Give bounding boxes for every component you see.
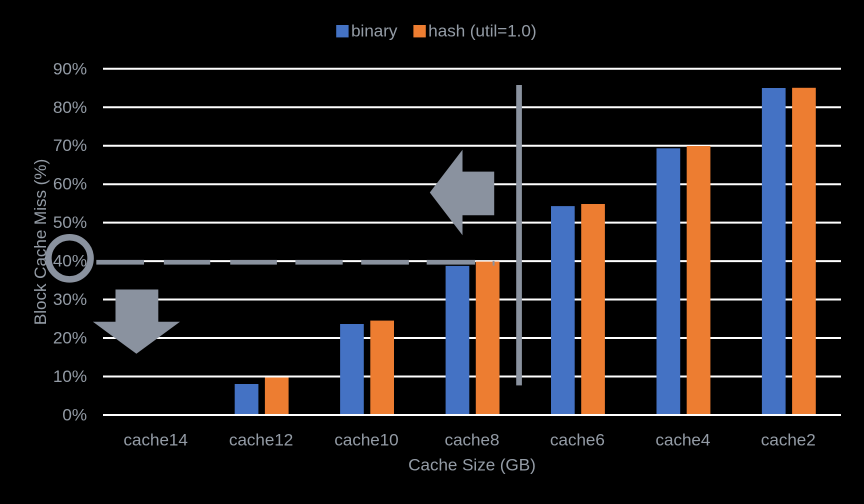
svg-text:30%: 30%: [53, 290, 87, 309]
svg-text:10%: 10%: [53, 367, 87, 386]
svg-text:cache8: cache8: [445, 431, 500, 450]
svg-text:cache4: cache4: [655, 431, 710, 450]
svg-text:60%: 60%: [53, 175, 87, 194]
svg-text:cache6: cache6: [550, 431, 605, 450]
svg-text:cache12: cache12: [229, 431, 293, 450]
svg-text:20%: 20%: [53, 329, 87, 348]
svg-text:hash (util=1.0): hash (util=1.0): [428, 22, 536, 41]
svg-text:50%: 50%: [53, 213, 87, 232]
svg-text:90%: 90%: [53, 59, 87, 78]
svg-text:Cache Size (GB): Cache Size (GB): [408, 456, 536, 475]
svg-text:80%: 80%: [53, 98, 87, 117]
svg-text:70%: 70%: [53, 136, 87, 155]
svg-text:cache10: cache10: [334, 431, 398, 450]
svg-text:cache2: cache2: [761, 431, 816, 450]
svg-text:cache14: cache14: [124, 431, 188, 450]
svg-text:40%: 40%: [53, 252, 87, 271]
svg-text:binary: binary: [351, 22, 398, 41]
svg-text:0%: 0%: [62, 406, 87, 425]
svg-text:Block Cache Miss (%): Block Cache Miss (%): [31, 159, 50, 325]
